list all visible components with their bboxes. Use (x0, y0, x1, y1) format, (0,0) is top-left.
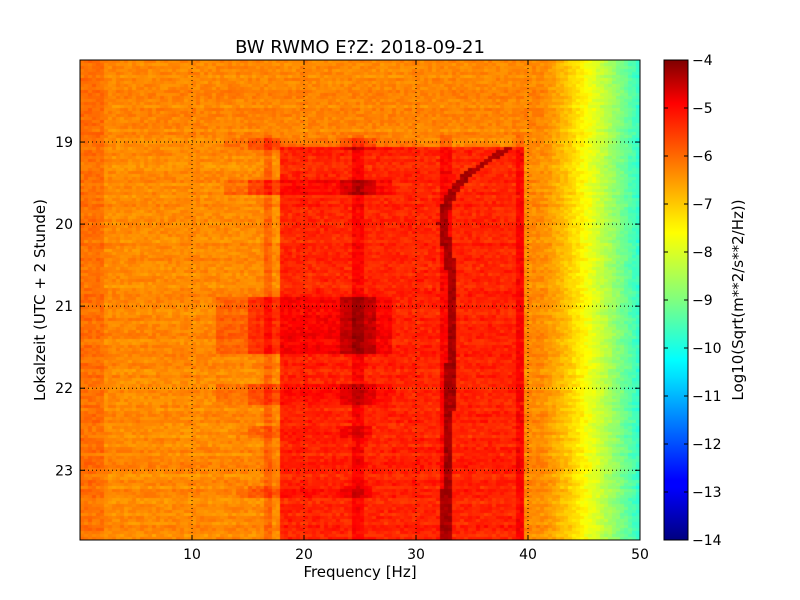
colorbar-tick-label: −4 (692, 53, 713, 69)
colorbar-tick-label: −6 (692, 149, 713, 165)
heatmap-image (80, 60, 640, 540)
y-tick-label: 20 (55, 217, 73, 233)
colorbar-tick-label: −14 (692, 533, 722, 549)
y-tick-label: 22 (55, 381, 73, 397)
y-axis-ticks: 19 20 21 22 23 (55, 135, 640, 479)
y-axis-label: Lokalzeit (UTC + 2 Stunde) (31, 199, 49, 401)
y-tick-label: 21 (55, 299, 73, 315)
x-tick-label: 20 (295, 547, 313, 563)
colorbar-tick-label: −7 (692, 197, 713, 213)
x-tick-label: 10 (183, 547, 201, 563)
x-axis-ticks: 10 20 30 40 50 (183, 60, 649, 563)
colorbar: −4 −5 −6 −7 −8 −9 −10 −11 −12 −13 −14 (663, 53, 722, 549)
grid (80, 60, 640, 540)
colorbar-tick-label: −8 (692, 245, 713, 261)
x-tick-label: 40 (519, 547, 537, 563)
plot-area: 10 20 30 40 50 19 20 21 22 23 (55, 59, 649, 563)
colorbar-label: Log10(Sqrt(m**2/s**2/Hz)) (729, 199, 747, 400)
colorbar-tick-label: −9 (692, 293, 713, 309)
colorbar-tick-label: −10 (692, 341, 722, 357)
colorbar-ticks: −4 −5 −6 −7 −8 −9 −10 −11 −12 −13 −14 (664, 53, 722, 549)
x-tick-label: 50 (631, 547, 649, 563)
colorbar-tick-label: −12 (692, 437, 722, 453)
colorbar-tick-label: −11 (692, 389, 722, 405)
colorbar-tick-label: −13 (692, 485, 722, 501)
plot-frame (79, 59, 641, 541)
y-tick-label: 19 (55, 135, 73, 151)
chart-title: BW RWMO E?Z: 2018-09-21 (235, 37, 485, 58)
y-tick-label: 23 (55, 463, 73, 479)
colorbar-tick-label: −5 (692, 101, 713, 117)
x-tick-label: 30 (407, 547, 425, 563)
x-axis-label: Frequency [Hz] (303, 563, 416, 581)
